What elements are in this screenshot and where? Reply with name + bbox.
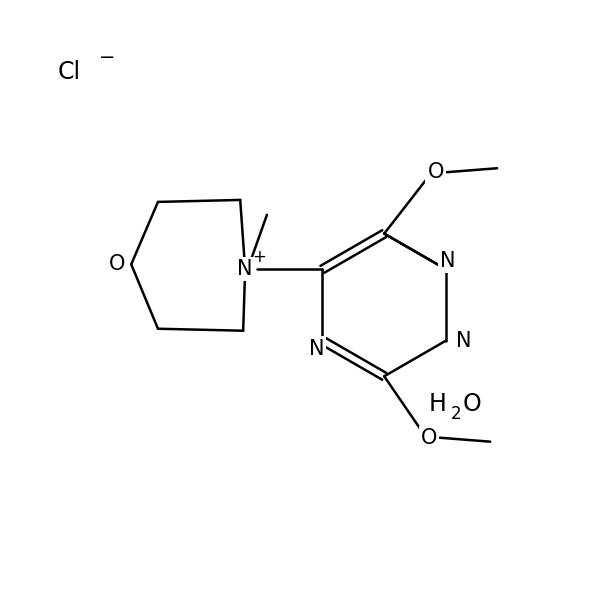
Text: +: + xyxy=(252,248,266,266)
Text: N: N xyxy=(309,338,324,359)
Text: O: O xyxy=(109,254,125,274)
Text: N: N xyxy=(238,259,253,279)
Text: O: O xyxy=(421,428,437,448)
Text: −: − xyxy=(99,48,115,67)
Text: O: O xyxy=(428,162,444,182)
Text: 2: 2 xyxy=(451,405,461,423)
Text: N: N xyxy=(440,251,456,271)
Text: N: N xyxy=(456,331,472,350)
Text: Cl: Cl xyxy=(57,60,80,84)
Text: O: O xyxy=(463,392,481,416)
Text: H: H xyxy=(429,392,446,416)
